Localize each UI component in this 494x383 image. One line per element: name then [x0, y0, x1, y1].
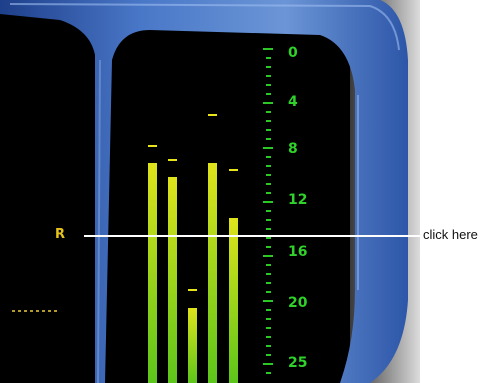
scale-tick — [266, 354, 271, 356]
scale-tick — [266, 210, 271, 212]
scale-tick — [266, 111, 271, 113]
scale-tick — [266, 93, 271, 95]
scale-tick — [266, 318, 271, 320]
scale-tick — [266, 336, 271, 338]
scale-tick — [266, 174, 271, 176]
scale-tick — [266, 165, 271, 167]
scale-tick — [266, 75, 271, 77]
scale-tick — [266, 372, 271, 374]
scale-tick — [266, 327, 271, 329]
scale-tick — [263, 300, 273, 302]
scale-tick — [266, 156, 271, 158]
scale-tick — [266, 282, 271, 284]
scale-tick — [266, 228, 271, 230]
meter-bar-3 — [188, 308, 197, 383]
scale-tick — [266, 84, 271, 86]
callout-line — [84, 235, 422, 237]
scale-tick — [266, 138, 271, 140]
meter-panel: 0 4 8 12 16 20 25 R — [0, 0, 420, 383]
scale-tick — [263, 147, 273, 149]
scale-label-8: 8 — [288, 141, 298, 157]
peak-hold-5 — [229, 169, 238, 171]
scale-tick — [266, 273, 271, 275]
scale-tick — [266, 183, 271, 185]
scale-tick — [266, 264, 271, 266]
scale-label-4: 4 — [288, 94, 298, 110]
scale-tick — [266, 219, 271, 221]
dotted-indicator — [12, 310, 60, 312]
meter-bar-2 — [168, 177, 177, 383]
scale-label-16: 16 — [288, 244, 308, 260]
peak-hold-4 — [208, 114, 217, 116]
scale-tick — [266, 192, 271, 194]
scale-label-25: 25 — [288, 355, 308, 371]
scale-tick — [263, 102, 273, 104]
meter-bar-1 — [148, 163, 157, 383]
scale-tick — [263, 201, 273, 203]
scale-tick — [266, 237, 271, 239]
scale-label-0: 0 — [288, 45, 298, 61]
scale-tick — [266, 66, 271, 68]
click-here-link[interactable]: click here — [423, 227, 478, 242]
scale-label-12: 12 — [288, 192, 308, 208]
scale-tick — [266, 345, 271, 347]
peak-hold-3 — [188, 289, 197, 291]
meter-bar-4 — [208, 163, 217, 383]
scale-tick — [266, 291, 271, 293]
meter-bar-5 — [229, 218, 238, 383]
scale-label-20: 20 — [288, 295, 308, 311]
scale-tick — [266, 57, 271, 59]
scale-tick — [263, 48, 273, 50]
scale-tick — [266, 129, 271, 131]
channel-label: R — [55, 227, 66, 242]
scale-tick — [263, 255, 273, 257]
scale-tick — [266, 309, 271, 311]
scale-tick — [266, 120, 271, 122]
scale-tick — [263, 363, 273, 365]
scale-tick — [266, 246, 271, 248]
peak-hold-1 — [148, 145, 157, 147]
peak-hold-2 — [168, 159, 177, 161]
